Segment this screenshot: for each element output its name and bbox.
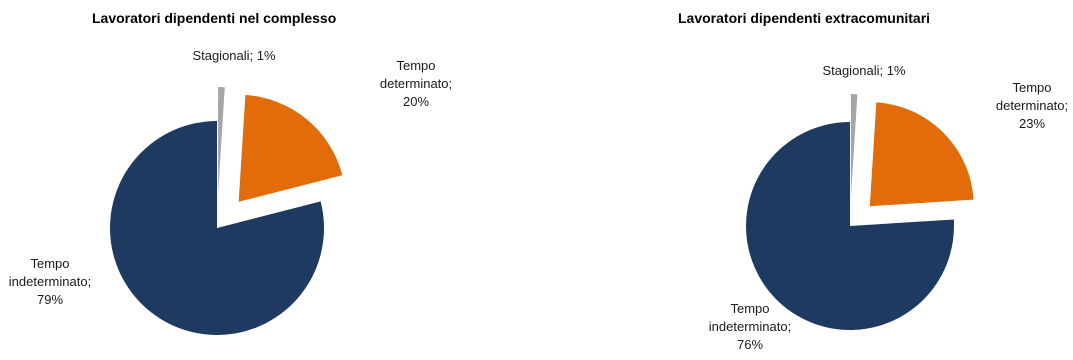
data-label-stagionali: Stagionali; 1%	[192, 48, 276, 63]
pie-slice-tempo-indeterminato	[746, 122, 954, 330]
pie-chart-extracomunitari: Lavoratori dipendenti extracomunitari Te…	[630, 0, 1073, 360]
data-label-tempo-determinato: Tempo determinato; 23%	[996, 80, 1068, 131]
pie-slice-tempo-determinato	[238, 95, 343, 202]
chart-title: Lavoratori dipendenti extracomunitari	[678, 10, 931, 26]
data-label-stagionali: Stagionali; 1%	[822, 63, 906, 78]
pie-slice-stagionali	[218, 87, 225, 195]
pie-chart-svg: Tempo indeterminato; 76% Stagionali; 1% Temp…	[709, 63, 1068, 352]
data-label-tempo-determinato: Tempo determinato; 20%	[380, 58, 452, 109]
pie-slice-tempo-determinato	[869, 102, 974, 207]
pie-chart-complesso: Lavoratori dipendenti nel complesso Temp…	[0, 0, 520, 360]
pie-slice-tempo-indeterminato	[109, 121, 324, 336]
data-label-tempo-indeterminato: Tempo indeterminato; 79%	[9, 256, 91, 307]
chart-title: Lavoratori dipendenti nel complesso	[92, 10, 337, 26]
pie-slice-stagionali	[850, 94, 858, 199]
data-label-tempo-indeterminato: Tempo indeterminato; 76%	[709, 301, 791, 352]
pie-chart-svg: Tempo indeterminato; 79% Stagionali; 1% Temp…	[9, 48, 452, 336]
